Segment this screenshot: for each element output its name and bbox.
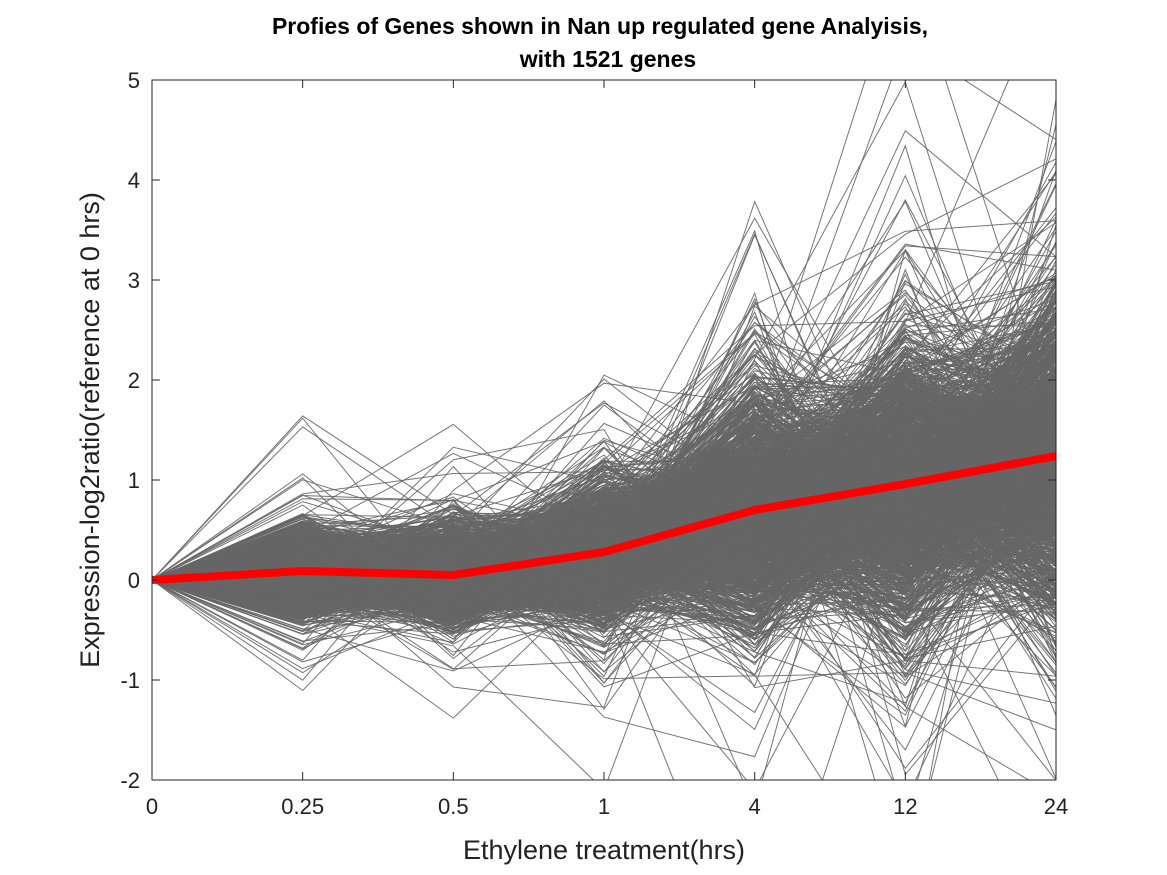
gene-profile-line	[152, 273, 1056, 692]
gene-profile-line	[152, 289, 1056, 647]
gene-profile-line	[152, 491, 1056, 610]
x-tick-label: 0.5	[438, 794, 469, 819]
mean-profile-line	[152, 452, 1056, 584]
gene-profile-line	[152, 473, 1056, 589]
mean-profile	[152, 452, 1056, 584]
gene-profile-line	[152, 198, 1056, 581]
gene-profile-line	[152, 453, 1056, 689]
gene-profiles	[152, 80, 1056, 780]
gene-profile-line	[152, 343, 1056, 602]
gene-profile-line	[152, 328, 1056, 612]
gene-profile-line	[152, 440, 1056, 681]
gene-profile-line	[152, 398, 1056, 590]
x-tick-label: 0	[146, 794, 158, 819]
gene-profile-line	[152, 331, 1056, 581]
gene-profile-line	[152, 300, 1056, 581]
x-axis-label: Ethylene treatment(hrs)	[463, 835, 745, 865]
gene-profile-line	[152, 369, 1056, 635]
x-tick-label: 12	[893, 794, 917, 819]
y-tick-label: 2	[128, 368, 140, 393]
gene-profile-line	[152, 513, 1056, 621]
gene-profile-line	[152, 376, 1056, 612]
gene-profile-line	[152, 373, 1056, 637]
chart-title: Profies of Genes shown in Nan up regulat…	[272, 13, 928, 39]
gene-profile-line	[152, 442, 1056, 594]
gene-profile-line	[152, 436, 1056, 635]
y-tick-label: 0	[128, 568, 140, 593]
y-tick-label: 4	[128, 168, 140, 193]
x-tick-label: 0.25	[281, 794, 324, 819]
y-axis-label: Expression-log2ratio(reference at 0 hrs)	[75, 192, 105, 668]
gene-profile-line	[152, 467, 1056, 585]
gene-profile-line	[152, 486, 1056, 592]
gene-profile-line	[152, 514, 1056, 632]
gene-profile-line	[152, 307, 1056, 675]
x-tick-label: 4	[749, 794, 761, 819]
gene-profile-line	[152, 370, 1056, 629]
gene-profile-line	[152, 390, 1056, 583]
y-tick-label: 3	[128, 268, 140, 293]
gene-profile-line	[152, 386, 1056, 589]
gene-profile-line	[152, 392, 1056, 581]
gene-profile-line	[152, 306, 1056, 581]
gene-profile-line	[152, 491, 1056, 621]
gene-profile-line	[152, 442, 1056, 641]
chart-subtitle: with 1521 genes	[519, 46, 696, 72]
x-tick-label: 24	[1044, 794, 1068, 819]
gene-profile-line	[152, 337, 1056, 594]
gene-profile-line	[152, 378, 1056, 620]
gene-profile-line	[152, 424, 1056, 646]
gene-profile-line	[152, 435, 1056, 587]
y-tick-label: -2	[120, 768, 140, 793]
y-tick-label: 5	[128, 68, 140, 93]
y-tick-label: -1	[120, 668, 140, 693]
gene-profile-line	[152, 80, 1010, 626]
x-tick-label: 1	[598, 794, 610, 819]
y-tick-label: 1	[128, 468, 140, 493]
gene-profile-line	[152, 456, 1056, 624]
gene-profile-line	[152, 563, 1056, 638]
gene-profile-line	[152, 359, 1056, 627]
